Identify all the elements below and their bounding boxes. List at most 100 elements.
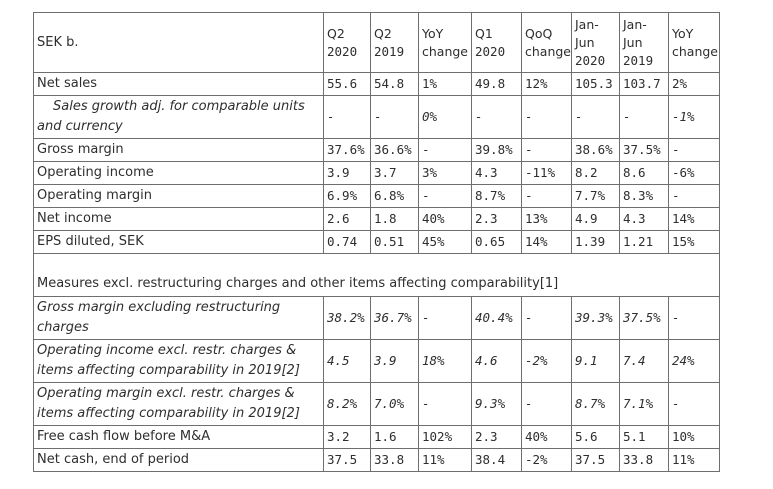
value-cell: 1.6	[370, 425, 419, 449]
value-cell: 105.3	[571, 72, 620, 96]
column-header-line: Q2	[374, 25, 392, 41]
value-cell: 9.3%	[471, 382, 522, 426]
value-cell: -	[418, 138, 472, 162]
value-cell: 3%	[418, 161, 472, 185]
value-cell: -	[668, 296, 720, 340]
column-header: Q2 2019	[370, 12, 419, 73]
value-cell: -	[471, 95, 522, 139]
row-label: Net income	[33, 207, 324, 231]
column-header-line: change	[672, 43, 719, 59]
table-row: Net sales 55.6 54.8 1% 49.8 12% 105.3 103.7 2%	[33, 72, 720, 96]
column-header: QoQ change	[521, 12, 572, 73]
row-label: Operating income excl. restr. charges & …	[33, 339, 324, 383]
value-cell: 40%	[418, 207, 472, 231]
value-cell: 38.6%	[571, 138, 620, 162]
value-cell: 33.8	[619, 448, 669, 472]
value-cell: 36.6%	[370, 138, 419, 162]
table-row: Gross margin 37.6% 36.6% -39.8% -38.6% 37.5% -	[33, 138, 720, 162]
column-header-line: 2020	[327, 43, 358, 59]
value-cell: -	[521, 382, 572, 426]
value-cell: 7.0%	[370, 382, 419, 426]
value-cell: -	[619, 95, 669, 139]
value-cell: -6%	[668, 161, 720, 185]
value-cell: 36.7%	[370, 296, 419, 340]
value-cell: 0.65	[471, 230, 522, 254]
value-cell: 37.5%	[619, 138, 669, 162]
value-cell: 39.3%	[571, 296, 620, 340]
table-row: Sales growth adj. for comparable units a…	[33, 95, 720, 139]
value-cell: 10%	[668, 425, 720, 449]
value-cell: -	[323, 95, 371, 139]
value-cell: -	[571, 95, 620, 139]
value-cell: 49.8	[471, 72, 522, 96]
value-cell: 54.8	[370, 72, 419, 96]
column-header-line: change	[525, 43, 572, 59]
value-cell: -	[668, 184, 720, 208]
row-label: Net sales	[33, 72, 324, 96]
value-cell: 1.39	[571, 230, 620, 254]
value-cell: 8.2	[571, 161, 620, 185]
row-label: Sales growth adj. for comparable units a…	[33, 95, 324, 139]
value-cell: 33.8	[370, 448, 419, 472]
row-label: Operating margin	[33, 184, 324, 208]
column-header: YoY change	[418, 12, 472, 73]
value-cell: 3.9	[370, 339, 419, 383]
value-cell: 24%	[668, 339, 720, 383]
table-row: Operating income excl. restr. charges & …	[33, 339, 720, 383]
table-row: Operating income 3.9 3.7 3% 4.3 -11% 8.2 8.6 -6%	[33, 161, 720, 185]
column-header-line: 2020	[575, 52, 606, 68]
corner-header-sek-b: SEK b.	[33, 12, 324, 73]
value-cell: 6.8%	[370, 184, 419, 208]
value-cell: 38.4	[471, 448, 522, 472]
value-cell: 4.6	[471, 339, 522, 383]
table-row: Free cash flow before M&A 3.2 1.6 102% 2.3 40…	[33, 425, 720, 449]
row-label: Free cash flow before M&A	[33, 425, 324, 449]
value-cell: 8.2%	[323, 382, 371, 426]
table-row: Operating margin excl. restr. charges & …	[33, 382, 720, 426]
table-row: Net income 2.6 1.8 40% 2.3 13% 4.9 4.3 14%	[33, 207, 720, 231]
value-cell: -	[370, 95, 419, 139]
value-cell: 40.4%	[471, 296, 522, 340]
value-cell: 103.7	[619, 72, 669, 96]
column-header-line: Q2	[327, 25, 345, 41]
row-label: Gross margin	[33, 138, 324, 162]
column-header-line: YoY	[422, 25, 444, 41]
value-cell: 4.3	[471, 161, 522, 185]
value-cell: -	[418, 382, 472, 426]
table-row: Net cash, end of period 37.5 33.8 11% 38.4 -2…	[33, 448, 720, 472]
value-cell: 18%	[418, 339, 472, 383]
value-cell: -	[521, 138, 572, 162]
value-cell: -	[521, 184, 572, 208]
table-body: Net sales 55.6 54.8 1% 49.8 12% 105.3 103.7 2% Sa…	[33, 72, 720, 472]
table-row: Gross margin excluding restructuring cha…	[33, 296, 720, 340]
value-cell: 1%	[418, 72, 472, 96]
value-cell: 15%	[668, 230, 720, 254]
value-cell: 1.8	[370, 207, 419, 231]
value-cell: 45%	[418, 230, 472, 254]
value-cell: 14%	[521, 230, 572, 254]
value-cell: 7.7%	[571, 184, 620, 208]
value-cell: 11%	[668, 448, 720, 472]
value-cell: -	[668, 382, 720, 426]
value-cell: 1.21	[619, 230, 669, 254]
value-cell: 5.1	[619, 425, 669, 449]
value-cell: 0%	[418, 95, 472, 139]
value-cell: 8.7%	[571, 382, 620, 426]
column-header-line: QoQ	[525, 25, 553, 41]
value-cell: 7.4	[619, 339, 669, 383]
column-header-line: YoY	[672, 25, 694, 41]
section-title: Measures excl. restructuring charges and…	[33, 253, 720, 297]
value-cell: 0.51	[370, 230, 419, 254]
value-cell: -	[668, 138, 720, 162]
value-cell: 2.3	[471, 207, 522, 231]
value-cell: 37.5	[571, 448, 620, 472]
value-cell: 4.5	[323, 339, 371, 383]
value-cell: 37.5%	[619, 296, 669, 340]
column-header: Jan- Jun 2020	[571, 12, 620, 73]
column-header-line: 2020	[475, 43, 506, 59]
column-header-line: Jun	[575, 34, 595, 50]
value-cell: 37.6%	[323, 138, 371, 162]
column-header-line: Jan-	[575, 16, 599, 32]
row-label: EPS diluted, SEK	[33, 230, 324, 254]
